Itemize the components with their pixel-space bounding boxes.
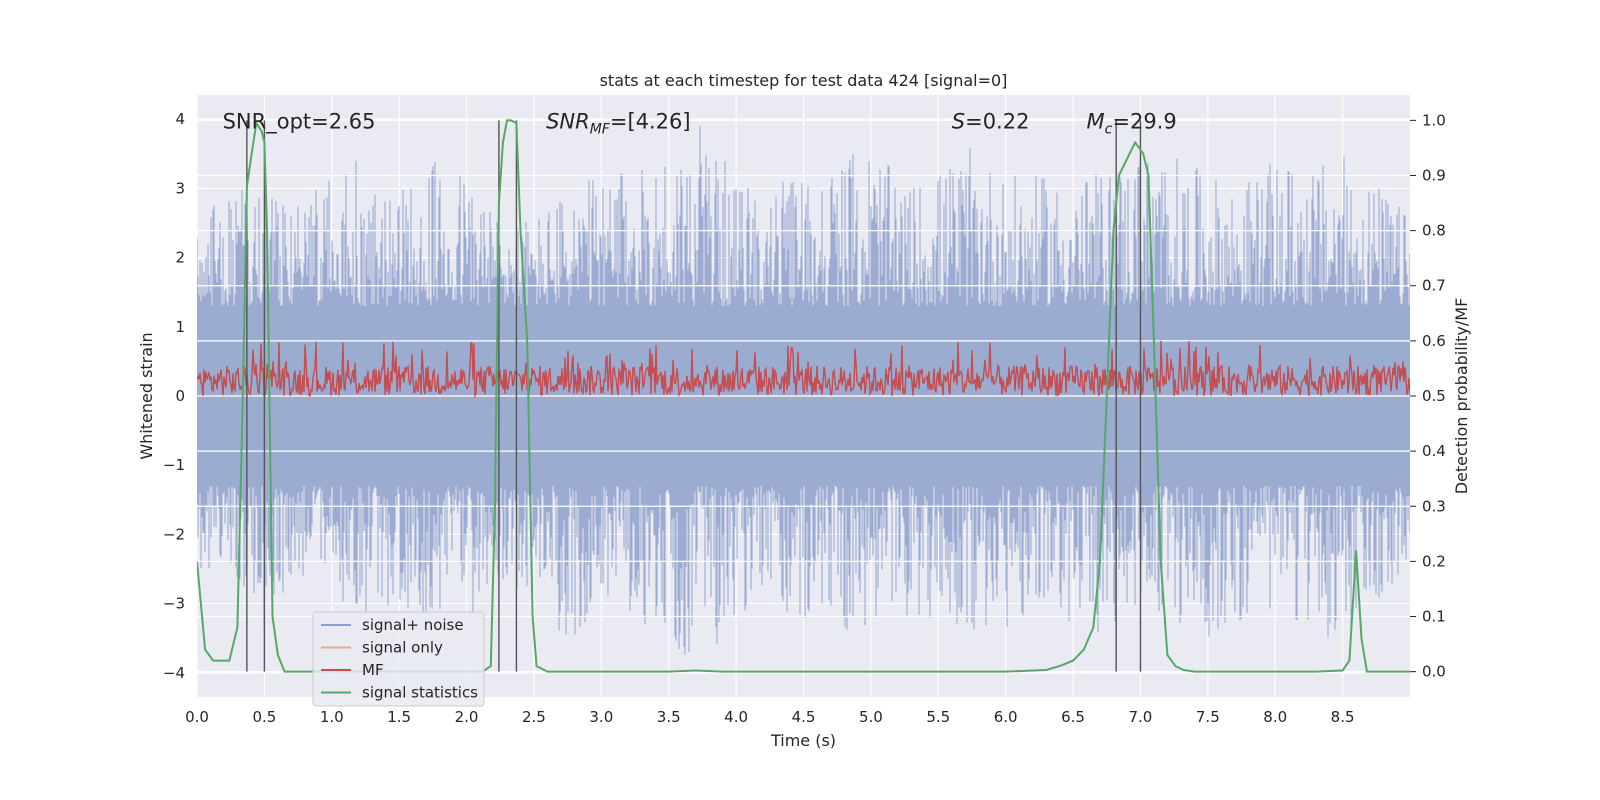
y2-tick-label: 0.0 bbox=[1422, 663, 1446, 681]
y-tick-label: 4 bbox=[175, 110, 185, 128]
x-tick-label: 2.5 bbox=[522, 708, 546, 726]
x-tick-label: 5.5 bbox=[926, 708, 950, 726]
annotation-value: =29.9 bbox=[1112, 110, 1176, 134]
annotation: Mc=29.9 bbox=[1087, 110, 1177, 138]
legend-label: signal only bbox=[362, 639, 443, 657]
annotation-value: =[4.26] bbox=[610, 110, 691, 134]
annotation: SNRMF=[4.26] bbox=[546, 110, 691, 138]
y-axis-ticks: −4 −3 −2 −1 0 1 2 3 4 bbox=[163, 110, 185, 682]
chart-title: stats at each timestep for test data 424… bbox=[600, 71, 1008, 90]
x-tick-label: 3.5 bbox=[657, 708, 681, 726]
y2-tick-label: 1.0 bbox=[1422, 111, 1446, 129]
legend-label: MF bbox=[362, 661, 384, 679]
annotation-subscript: MF bbox=[590, 122, 611, 138]
annotation-value: =0.22 bbox=[965, 110, 1029, 134]
signal-statistics-series bbox=[197, 119, 1410, 673]
x-tick-label: 8.0 bbox=[1263, 708, 1287, 726]
y2-tick-label: 0.2 bbox=[1422, 552, 1446, 570]
mf-series bbox=[197, 340, 1410, 399]
x-tick-label: 4.0 bbox=[724, 708, 748, 726]
x-tick-label: 6.5 bbox=[1061, 708, 1085, 726]
x-tick-label: 4.5 bbox=[792, 708, 816, 726]
legend-label: signal+ noise bbox=[362, 616, 464, 634]
annotation-main: SNR bbox=[546, 110, 590, 134]
x-axis-ticks: 0.0 0.5 1.0 1.5 2.0 2.5 3.0 3.5 4.0 4.5 5.0 5.5 6.0 6… bbox=[185, 708, 1354, 726]
x-tick-label: 3.0 bbox=[589, 708, 613, 726]
x-tick-label: 1.5 bbox=[387, 708, 411, 726]
annotation: S=0.22 bbox=[952, 110, 1030, 134]
y-tick-label: −2 bbox=[163, 525, 185, 543]
x-tick-label: 1.0 bbox=[320, 708, 344, 726]
x-tick-label: 0.5 bbox=[252, 708, 276, 726]
x-tick-label: 0.0 bbox=[185, 708, 209, 726]
y2-axis-ticks: 0.0 0.1 0.2 0.3 0.4 0.5 0.6 0.7 0.8 0.9 1.0 bbox=[1410, 111, 1446, 681]
y-tick-label: 2 bbox=[175, 249, 185, 267]
x-tick-label: 8.5 bbox=[1331, 708, 1355, 726]
y-tick-label: 3 bbox=[175, 179, 185, 197]
y2-tick-label: 0.1 bbox=[1422, 608, 1446, 626]
annotation-main: S bbox=[952, 110, 965, 134]
y2-tick-label: 0.8 bbox=[1422, 222, 1446, 240]
x-tick-label: 7.0 bbox=[1129, 708, 1153, 726]
x-tick-label: 6.0 bbox=[994, 708, 1018, 726]
y2-tick-label: 0.4 bbox=[1422, 442, 1446, 460]
legend: signal+ noise signal only MF signal statist… bbox=[312, 611, 485, 707]
x-tick-label: 5.0 bbox=[859, 708, 883, 726]
y-tick-label: −3 bbox=[163, 595, 185, 613]
annotation-subscript: c bbox=[1105, 122, 1113, 138]
y-tick-label: 1 bbox=[175, 318, 185, 336]
y2-axis-label: Detection probability/MF bbox=[1452, 298, 1471, 495]
annotation-main: M bbox=[1087, 110, 1105, 134]
y-tick-label: −1 bbox=[163, 456, 185, 474]
y2-tick-label: 0.6 bbox=[1422, 332, 1446, 350]
x-axis-label: Time (s) bbox=[770, 731, 836, 750]
y-tick-label: 0 bbox=[175, 387, 185, 405]
y2-tick-label: 0.3 bbox=[1422, 497, 1446, 515]
annotations: SNR_opt=2.65 SNRMF=[4.26] S=0.22 Mc=29.9 bbox=[223, 110, 1177, 138]
y-tick-label: −4 bbox=[163, 664, 185, 682]
legend-label: signal statistics bbox=[362, 684, 478, 702]
y2-tick-label: 0.5 bbox=[1422, 387, 1446, 405]
legend-box bbox=[312, 611, 485, 707]
y-axis-label: Whitened strain bbox=[137, 332, 156, 459]
annotation: SNR_opt=2.65 bbox=[223, 110, 376, 135]
y2-tick-label: 0.9 bbox=[1422, 166, 1446, 184]
x-tick-label: 7.5 bbox=[1196, 708, 1220, 726]
y2-tick-label: 0.7 bbox=[1422, 277, 1446, 295]
x-tick-label: 2.0 bbox=[455, 708, 479, 726]
